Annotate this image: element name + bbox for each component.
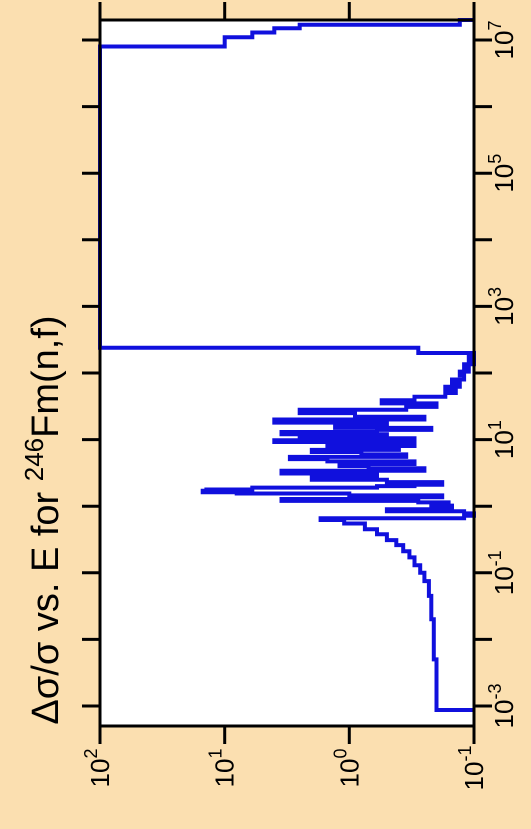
y-tick-label-4: 10-1 <box>455 746 489 791</box>
chart-title-text: Δσ/σ vs. E for <box>25 481 67 724</box>
chart-title: Δσ/σ vs. E for 246Fm(n,f) <box>19 315 67 724</box>
series-line-1 <box>98 18 476 712</box>
y-tick-label-1: 102 <box>81 749 115 788</box>
data-series-layer <box>98 18 476 712</box>
y-tick-label-2: 101 <box>206 749 240 788</box>
chart-title-suffix: Fm(n,f) <box>25 315 67 437</box>
x-tick-label-5: 105 <box>485 154 519 193</box>
svg-text:Δσ/σ vs. E for 246Fm(n,f): Δσ/σ vs. E for 246Fm(n,f) <box>19 315 67 724</box>
chart-title-superscript: 246 <box>19 438 49 481</box>
x-tick-label-4: 103 <box>485 287 519 326</box>
x-tick-label-3: 101 <box>485 420 519 459</box>
x-tick-label-2: 10-1 <box>485 550 519 595</box>
axes: 10-3 10-1 101 103 105 107 102 101 100 10-1 <box>81 2 519 790</box>
y-tick-label-3: 100 <box>330 749 364 788</box>
plot-area <box>100 20 474 726</box>
x-tick-label-1: 10-3 <box>485 684 519 729</box>
x-tick-label-6: 107 <box>485 21 519 60</box>
